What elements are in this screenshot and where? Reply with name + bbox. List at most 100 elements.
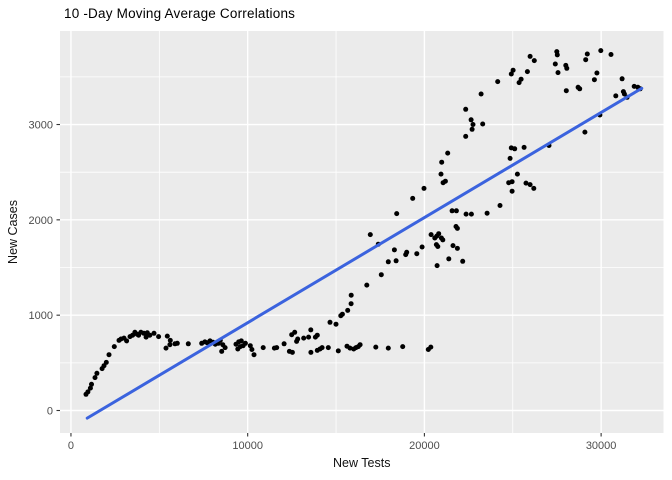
data-point bbox=[391, 247, 397, 253]
data-point bbox=[621, 91, 627, 97]
data-point bbox=[394, 211, 400, 217]
data-point bbox=[439, 159, 445, 165]
grid-major bbox=[60, 31, 664, 433]
data-point bbox=[410, 195, 416, 201]
data-point bbox=[516, 80, 522, 86]
data-point bbox=[524, 69, 530, 75]
data-point bbox=[357, 342, 363, 348]
data-point bbox=[514, 171, 520, 177]
data-point bbox=[446, 256, 452, 262]
data-point bbox=[151, 330, 157, 336]
data-point bbox=[260, 345, 266, 351]
data-point bbox=[563, 88, 569, 94]
data-point bbox=[314, 332, 320, 338]
data-point bbox=[421, 185, 427, 191]
data-point bbox=[594, 70, 600, 76]
data-point bbox=[445, 150, 451, 156]
data-point bbox=[510, 67, 516, 73]
data-point bbox=[414, 251, 420, 257]
data-point bbox=[164, 333, 170, 339]
data-point bbox=[463, 211, 469, 217]
data-point bbox=[219, 348, 225, 354]
x-tick-label: 10000 bbox=[232, 440, 263, 452]
data-point bbox=[469, 126, 475, 132]
data-point bbox=[167, 342, 173, 348]
data-point bbox=[333, 321, 339, 327]
y-tick-label: 1000 bbox=[29, 310, 53, 322]
data-point bbox=[480, 121, 486, 127]
data-point bbox=[345, 307, 351, 313]
data-point bbox=[470, 122, 476, 127]
data-point bbox=[92, 375, 98, 381]
data-point bbox=[428, 232, 434, 238]
data-point bbox=[167, 337, 173, 343]
data-point bbox=[89, 381, 94, 387]
data-point bbox=[555, 70, 561, 76]
data-point bbox=[454, 245, 460, 251]
data-point bbox=[94, 370, 100, 376]
data-point bbox=[249, 347, 255, 352]
data-point bbox=[242, 340, 248, 346]
grid-minor bbox=[60, 31, 664, 433]
data-point bbox=[247, 343, 253, 349]
data-point bbox=[440, 237, 446, 243]
data-point bbox=[507, 155, 513, 161]
data-point bbox=[438, 171, 444, 177]
data-point bbox=[156, 334, 162, 340]
data-point bbox=[577, 86, 583, 92]
x-tick-label: 30000 bbox=[586, 440, 617, 452]
data-point bbox=[378, 272, 384, 278]
y-tick-label: 3000 bbox=[29, 120, 53, 132]
data-point bbox=[468, 211, 474, 217]
data-point bbox=[523, 180, 529, 186]
data-point bbox=[442, 178, 448, 184]
data-point bbox=[147, 332, 153, 338]
data-point bbox=[185, 341, 191, 347]
data-point bbox=[87, 385, 93, 391]
data-point bbox=[460, 258, 466, 264]
data-point bbox=[306, 334, 312, 340]
data-point bbox=[531, 58, 537, 64]
data-point bbox=[281, 341, 287, 347]
data-point bbox=[521, 144, 527, 150]
data-point bbox=[163, 345, 169, 351]
data-point bbox=[453, 208, 459, 214]
data-point bbox=[400, 344, 406, 350]
trend-line bbox=[85, 86, 644, 420]
data-point bbox=[295, 336, 301, 342]
data-point bbox=[339, 311, 345, 317]
data-point bbox=[174, 340, 180, 346]
data-point bbox=[509, 179, 515, 185]
data-point bbox=[348, 292, 354, 298]
data-point bbox=[367, 232, 373, 238]
data-point bbox=[319, 345, 325, 351]
data-point bbox=[325, 345, 331, 351]
data-point bbox=[583, 57, 589, 63]
data-point bbox=[274, 345, 280, 351]
data-point bbox=[435, 244, 441, 249]
data-point bbox=[143, 334, 149, 340]
data-point bbox=[251, 352, 257, 358]
data-point bbox=[436, 231, 442, 237]
data-point bbox=[348, 301, 354, 307]
tick-labels: 0 10000 20000 30000 0 1000 2000 3000 bbox=[29, 120, 617, 452]
plot-panel bbox=[60, 31, 664, 433]
data-point bbox=[608, 52, 614, 57]
data-point bbox=[419, 244, 425, 250]
data-point bbox=[631, 83, 637, 89]
data-point bbox=[450, 243, 456, 249]
data-point bbox=[531, 185, 537, 191]
data-point bbox=[591, 77, 597, 83]
data-point bbox=[512, 146, 518, 152]
data-point bbox=[327, 319, 333, 325]
data-point bbox=[393, 258, 399, 264]
data-point bbox=[453, 224, 459, 229]
data-point bbox=[619, 76, 625, 82]
data-point bbox=[552, 61, 558, 67]
data-point bbox=[385, 345, 391, 351]
data-point bbox=[404, 249, 410, 255]
data-point bbox=[582, 129, 588, 135]
tick-marks bbox=[56, 123, 602, 437]
